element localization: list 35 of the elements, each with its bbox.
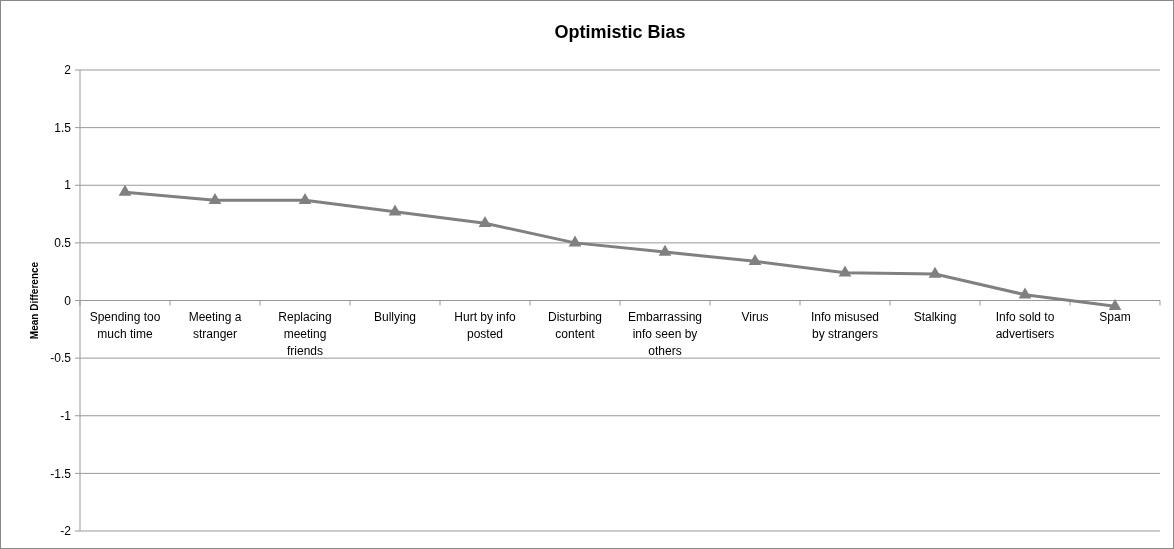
x-tick-label: Info misused by strangers [810, 309, 880, 341]
point [658, 244, 672, 256]
x-tick-label: Bullying [373, 309, 417, 324]
y-tick-label: 0.5 [54, 236, 72, 251]
point [928, 266, 942, 278]
y-tick-label: 2 [64, 63, 72, 78]
point [478, 215, 492, 227]
y-tick-label: -1 [60, 408, 72, 423]
point [1108, 298, 1122, 310]
y-tick-label: 1 [64, 178, 72, 193]
point [568, 235, 582, 247]
y-tick-label: 1.5 [54, 120, 72, 135]
x-tick-label: Spending too much time [89, 309, 161, 341]
x-tick-label: Virus [741, 309, 769, 324]
x-tick-label: Stalking [913, 309, 957, 324]
y-tick-label: -1.5 [50, 466, 72, 481]
point [838, 265, 852, 277]
point [388, 204, 402, 216]
x-tick-label: Info sold to advertisers [995, 309, 1055, 341]
x-tick-label: Disturbing content [547, 309, 603, 341]
y-tick-label: 0 [64, 293, 72, 308]
x-tick-label: Hurt by info posted [454, 309, 517, 341]
y-tick-label: -0.5 [50, 351, 72, 366]
point [208, 192, 222, 204]
x-tick-label: Spam [1099, 309, 1131, 324]
x-tick-label: Replacing meeting friends [278, 309, 332, 358]
point [748, 253, 762, 265]
point [1018, 287, 1032, 299]
chart-title: Optimistic Bias [554, 22, 686, 42]
x-tick-label: Meeting a stranger [188, 309, 242, 341]
point [118, 184, 132, 196]
y-axis-title: Mean Difference [29, 261, 40, 340]
x-tick-label: Embarrassing info seen by others [627, 309, 703, 358]
point [298, 192, 312, 204]
y-tick-label: -2 [60, 524, 72, 539]
